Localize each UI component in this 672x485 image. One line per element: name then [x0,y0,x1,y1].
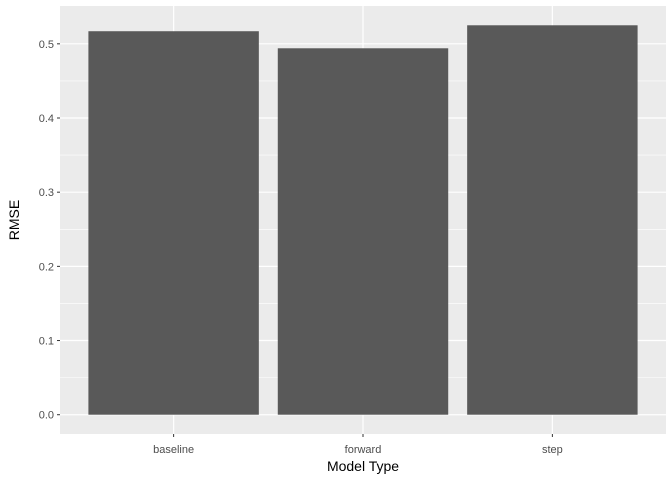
bar-forward [277,48,449,415]
y-tick-label: 0.1 [39,336,54,348]
y-tick-label: 0.0 [39,410,54,422]
x-axis-title: Model Type [327,458,399,474]
y-tick-label: 0.3 [39,187,54,199]
bar-baseline [88,31,259,415]
x-tick-label: step [542,444,563,456]
bars [88,25,638,415]
x-axis: baseline forward step [153,434,563,456]
y-axis: 0.0 0.1 0.2 0.3 0.4 0.5 [39,39,60,422]
x-tick-label: baseline [153,444,194,456]
y-axis-title: RMSE [6,200,22,240]
y-tick-label: 0.2 [39,261,54,273]
bar-step [467,25,638,415]
y-tick-label: 0.5 [39,39,54,51]
x-tick-label: forward [345,444,382,456]
y-tick-label: 0.4 [39,113,54,125]
